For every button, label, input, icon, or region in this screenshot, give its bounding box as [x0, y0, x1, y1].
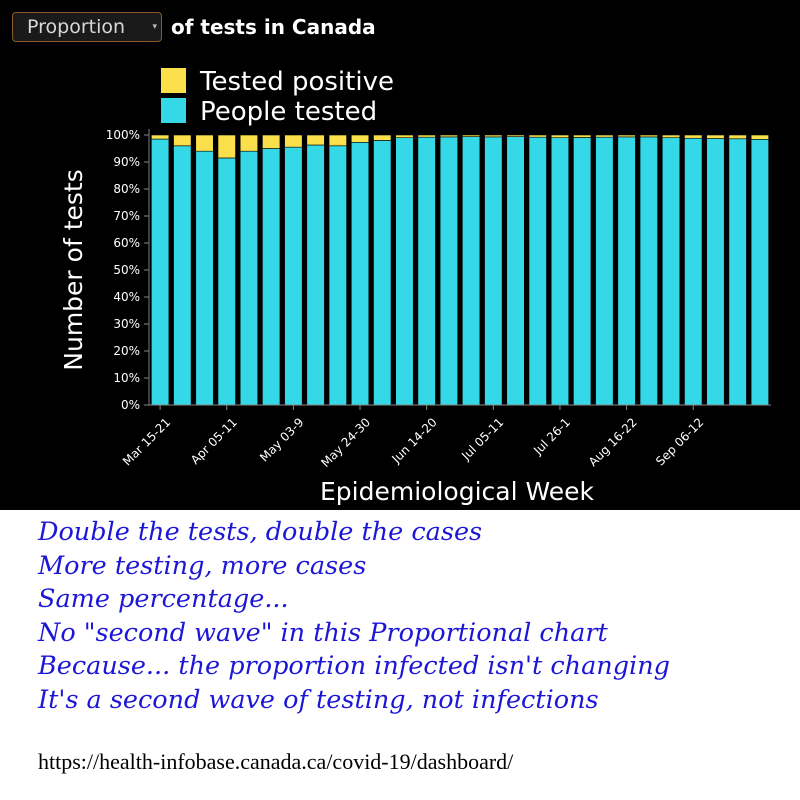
note-line: It's a second wave of testing, not infec… — [38, 684, 788, 718]
bar-people-tested — [440, 137, 458, 405]
bar-tested-positive — [373, 135, 391, 140]
bar-tested-positive — [174, 135, 192, 146]
y-tick-label: 80% — [113, 182, 140, 196]
chevron-down-icon: ▾ — [152, 22, 157, 32]
legend-label: Tested positive — [199, 67, 394, 97]
bar-tested-positive — [662, 135, 680, 138]
chart-title-suffix: of tests in Canada — [171, 15, 376, 39]
bar-people-tested — [573, 137, 591, 405]
bar-tested-positive — [196, 135, 214, 151]
bar-people-tested — [507, 137, 525, 405]
x-tick-label: May 03-9 — [257, 415, 306, 464]
y-tick-label: 0% — [121, 398, 140, 412]
note-line: No "second wave" in this Proportional ch… — [38, 617, 788, 651]
bar-people-tested — [351, 142, 369, 405]
bar-tested-positive — [329, 135, 347, 146]
y-tick-label: 40% — [113, 290, 140, 304]
y-tick-label: 60% — [113, 236, 140, 250]
bar-tested-positive — [151, 135, 169, 139]
bar-people-tested — [485, 137, 503, 405]
bar-tested-positive — [418, 135, 436, 137]
bar-people-tested — [462, 137, 480, 405]
bar-people-tested — [618, 137, 636, 405]
bar-people-tested — [307, 145, 325, 405]
y-tick-label: 100% — [106, 128, 140, 142]
x-tick-label: Mar 15-21 — [120, 415, 173, 468]
bar-people-tested — [262, 149, 280, 406]
bar-people-tested — [285, 147, 303, 405]
y-tick-label: 10% — [113, 371, 140, 385]
bar-people-tested — [373, 140, 391, 405]
bar-tested-positive — [507, 135, 525, 137]
bar-people-tested — [196, 151, 214, 405]
bar-tested-positive — [440, 135, 458, 137]
y-tick-label: 70% — [113, 209, 140, 223]
bar-people-tested — [151, 139, 169, 405]
legend-swatch — [161, 98, 186, 123]
bar-tested-positive — [240, 135, 258, 151]
bar-people-tested — [529, 137, 547, 405]
bar-people-tested — [640, 137, 658, 405]
note-line: More testing, more cases — [38, 550, 788, 584]
x-tick-label: Jun 14-20 — [389, 415, 440, 466]
bar-tested-positive — [262, 135, 280, 149]
x-tick-label: May 24-30 — [318, 415, 373, 470]
y-tick-label: 90% — [113, 155, 140, 169]
metric-dropdown-value: Proportion — [27, 16, 125, 38]
bar-tested-positive — [529, 135, 547, 137]
bar-people-tested — [707, 139, 725, 405]
bar-tested-positive — [573, 135, 591, 137]
note-line: Double the tests, double the cases — [38, 516, 788, 550]
bar-tested-positive — [551, 135, 569, 138]
bar-people-tested — [596, 137, 614, 405]
bar-tested-positive — [596, 135, 614, 137]
x-tick-label: Aug 16-22 — [586, 415, 640, 469]
bar-tested-positive — [351, 135, 369, 142]
bar-people-tested — [729, 139, 747, 405]
bar-people-tested — [240, 151, 258, 405]
note-line: Because... the proportion infected isn't… — [38, 650, 788, 684]
x-tick-label: Apr 05-11 — [188, 415, 240, 467]
commentary: Double the tests, double the cases More … — [38, 516, 788, 717]
bar-tested-positive — [729, 135, 747, 139]
bar-tested-positive — [707, 135, 725, 139]
x-tick-label: Jul 26-1 — [530, 415, 573, 458]
bar-people-tested — [329, 146, 347, 405]
bar-people-tested — [418, 137, 436, 405]
bar-tested-positive — [640, 135, 658, 137]
chart-panel: Tested positive People tested 0% 10% 20% 30% 4… — [0, 0, 800, 510]
bar-people-tested — [684, 138, 702, 405]
metric-dropdown[interactable]: Proportion ▾ — [12, 12, 162, 42]
source-url: https://health-infobase.canada.ca/covid-… — [38, 749, 513, 775]
bar-tested-positive — [485, 135, 503, 137]
y-tick-label: 30% — [113, 317, 140, 331]
legend-swatch — [161, 68, 186, 93]
bar-tested-positive — [462, 135, 480, 137]
bar-tested-positive — [684, 135, 702, 138]
bar-tested-positive — [285, 135, 303, 147]
legend-label: People tested — [200, 97, 377, 127]
bar-tested-positive — [396, 135, 414, 138]
bar-tested-positive — [307, 135, 325, 145]
y-axis-title: Number of tests — [59, 169, 88, 370]
y-tick-label: 20% — [113, 344, 140, 358]
x-axis-title: Epidemiological Week — [320, 477, 594, 506]
bar-people-tested — [218, 158, 236, 405]
bar-tested-positive — [751, 135, 769, 139]
bar-tested-positive — [618, 135, 636, 137]
note-line: Same percentage... — [38, 583, 788, 617]
y-tick-label: 50% — [113, 263, 140, 277]
bar-people-tested — [551, 138, 569, 405]
bar-people-tested — [396, 138, 414, 405]
chart-header: Proportion ▾ of tests in Canada — [12, 11, 376, 43]
bar-people-tested — [751, 139, 769, 405]
x-tick-label: Jul 05-11 — [458, 415, 506, 463]
bar-people-tested — [662, 138, 680, 405]
x-tick-label: Sep 06-12 — [653, 415, 706, 468]
bar-people-tested — [174, 146, 192, 405]
bar-tested-positive — [218, 135, 236, 158]
